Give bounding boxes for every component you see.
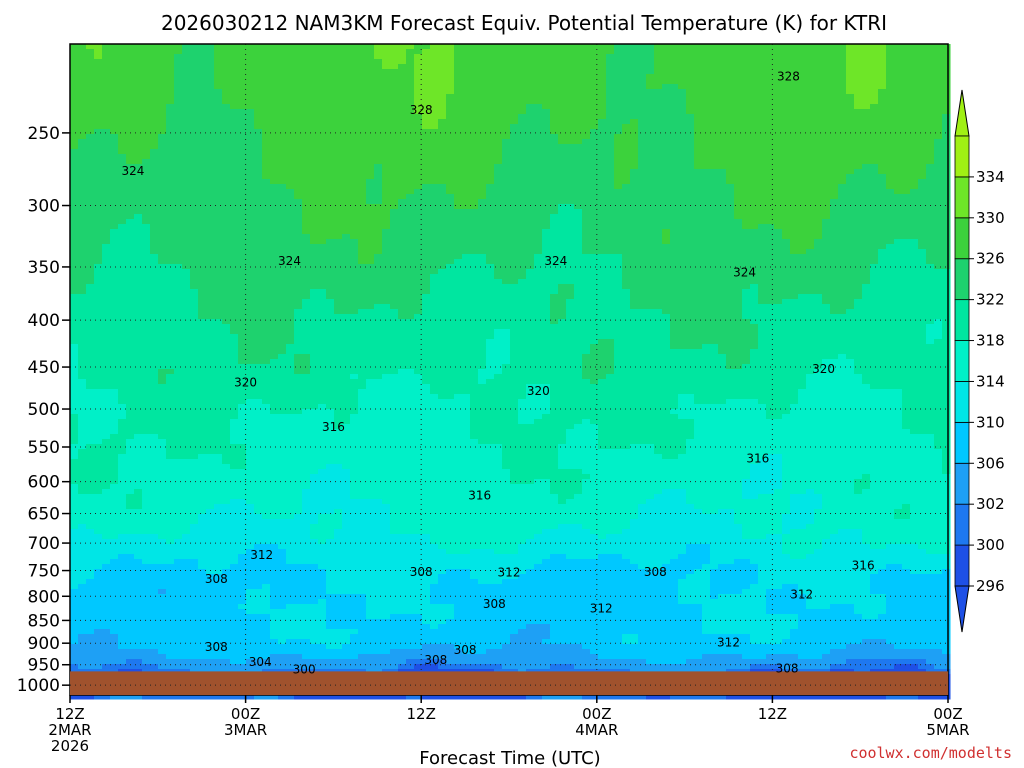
x-tick-label-0-0: 12Z [55, 705, 84, 723]
contour-label-316: 316 [468, 488, 491, 502]
y-tick-label-1000: 1000 [17, 676, 60, 696]
contour-label-304: 304 [249, 655, 272, 669]
y-tick-label-750: 750 [28, 562, 60, 582]
contour-label-320: 320 [812, 362, 835, 376]
contour-label-312: 312 [250, 548, 273, 562]
contour-label-308: 308 [205, 640, 228, 654]
colorbar-label-318: 318 [976, 332, 1005, 350]
y-tick-label-900: 900 [28, 634, 60, 654]
colorbar-label-302: 302 [976, 495, 1005, 513]
colorbar-segment-330 [954, 176, 970, 219]
y-tick-label-450: 450 [28, 358, 60, 378]
y-tick-label-850: 850 [28, 611, 60, 631]
colorbar-segment-334 [954, 135, 970, 178]
colorbar-segment-322 [954, 258, 970, 301]
contour-label-316: 316 [852, 559, 875, 573]
contour-label-324: 324 [121, 164, 144, 178]
colorbar-segment-318 [954, 299, 970, 341]
contour-label-328: 328 [777, 69, 800, 83]
colorbar-label-330: 330 [976, 209, 1005, 227]
x-axis-label: Forecast Time (UTC) [419, 748, 600, 768]
colorbar-bottom-arrow [954, 585, 970, 633]
colorbar-label-306: 306 [976, 454, 1005, 472]
contour-label-324: 324 [278, 254, 301, 268]
y-tick-label-600: 600 [28, 473, 60, 493]
x-tick-label-60-1: 5MAR [926, 721, 969, 739]
contour-label-320: 320 [527, 384, 550, 398]
y-tick-label-400: 400 [28, 311, 60, 331]
contour-label-308: 308 [205, 572, 228, 586]
colorbar-label-300: 300 [976, 536, 1005, 554]
y-tick-label-950: 950 [28, 656, 60, 676]
contour-label-308: 308 [410, 565, 433, 579]
contour-label-312: 312 [790, 587, 813, 601]
colorbar-segment-314 [954, 340, 970, 382]
y-tick-label-700: 700 [28, 534, 60, 554]
y-axis: 250 300 350 400 450 500 550 600 650 700 750 800 850 9… [17, 124, 70, 696]
y-tick-label-650: 650 [28, 505, 60, 525]
colorbar-segment-300 [954, 503, 970, 546]
contour-label-324: 324 [544, 254, 567, 268]
contour-label-308: 308 [776, 661, 799, 675]
y-tick-label-500: 500 [28, 400, 60, 420]
contour-label-300: 300 [293, 663, 316, 677]
contour-label-312: 312 [717, 635, 740, 649]
contour-label-312: 312 [498, 566, 521, 580]
colorbar-segment-326 [954, 217, 970, 260]
ground-layer [70, 671, 948, 695]
x-tick-label-12-1: 3MAR [224, 721, 267, 739]
contour-label-312: 312 [590, 602, 613, 616]
y-tick-label-800: 800 [28, 587, 60, 607]
contour-label-308: 308 [644, 565, 667, 579]
colorbar-segment-310 [954, 381, 970, 423]
x-tick-label-36-1: 4MAR [575, 721, 618, 739]
contour-label-308: 308 [424, 653, 447, 667]
colorbar-segment-296 [954, 544, 970, 587]
colorbar-label-334: 334 [976, 168, 1005, 186]
colorbar-label-296: 296 [976, 577, 1005, 595]
contour-label-324: 324 [733, 266, 756, 280]
x-tick-label-36-0: 00Z [582, 705, 611, 723]
x-tick-label-48-0: 12Z [758, 705, 787, 723]
y-tick-label-300: 300 [28, 197, 60, 217]
contour-label-308: 308 [483, 597, 506, 611]
colorbar-label-326: 326 [976, 250, 1005, 268]
chart-title: 2026030212 NAM3KM Forecast Equiv. Potent… [161, 11, 887, 35]
plot-area [70, 44, 951, 700]
colorbar-top-arrow [954, 89, 970, 137]
x-tick-label-0-1: 2MAR [48, 721, 91, 739]
x-tick-label-12-0: 00Z [231, 705, 260, 723]
y-tick-label-250: 250 [28, 124, 60, 144]
contour-label-328: 328 [410, 103, 433, 117]
x-tick-label-24-0: 12Z [407, 705, 436, 723]
contour-label-316: 316 [746, 451, 769, 465]
contour-labels: 328 328 324 324 324 324 320 320 320 316 316 316 316 3… [121, 69, 874, 676]
y-tick-label-350: 350 [28, 258, 60, 278]
ground-fill [70, 671, 948, 695]
x-tick-label-60-0: 00Z [933, 705, 962, 723]
y-tick-label-550: 550 [28, 438, 60, 458]
colorbar-segment-302 [954, 462, 970, 505]
colorbar-label-314: 314 [976, 372, 1005, 390]
colorbar-segment-306 [954, 421, 970, 464]
x-tick-label-0-2: 2026 [51, 737, 89, 755]
colorbar-label-322: 322 [976, 291, 1005, 309]
contour-label-316: 316 [322, 420, 345, 434]
colorbar: 296 300 302 306 310 314 318 322 326 330 334 [954, 89, 1005, 633]
credit-text: coolwx.com/modelts [849, 744, 1012, 762]
contour-label-308: 308 [454, 643, 477, 657]
contour-label-320: 320 [234, 376, 257, 390]
colorbar-label-310: 310 [976, 413, 1005, 431]
